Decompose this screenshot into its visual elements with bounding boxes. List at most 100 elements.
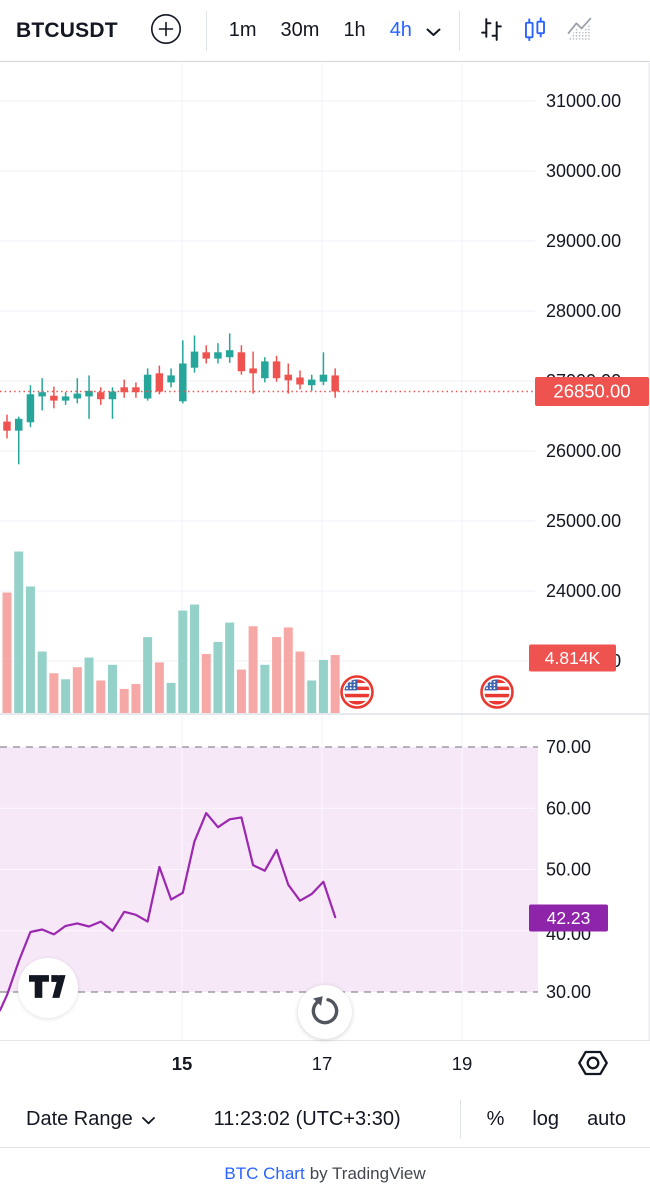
chevron-down-icon	[141, 1108, 155, 1131]
volume-bar	[61, 679, 71, 713]
symbol-title[interactable]: BTCUSDT	[16, 18, 118, 42]
toolbar-divider	[205, 10, 207, 51]
tradingview-logo-button[interactable]	[18, 958, 78, 1018]
chart-type-bars-button[interactable]	[472, 11, 512, 51]
timeframe-30m[interactable]: 30m	[269, 13, 332, 48]
timeframe-4h-active[interactable]: 4h	[378, 13, 424, 48]
candle-body	[143, 374, 152, 399]
hexagon-settings-icon	[574, 1050, 612, 1083]
candle-body	[85, 390, 93, 397]
volume-bar	[131, 684, 141, 713]
volume-bar	[107, 664, 117, 713]
volume-bar	[283, 627, 293, 713]
candle-body	[108, 391, 117, 400]
candle-body	[272, 361, 281, 379]
attribution-footer: BTC Chart by TradingView	[0, 1148, 650, 1200]
volume-bar	[248, 626, 258, 713]
rsi-axis-label: 70.00	[546, 737, 591, 757]
toolbar-divider	[459, 1100, 461, 1138]
volume-bar	[295, 651, 305, 713]
volume-bar	[154, 662, 164, 713]
rsi-axis-label: 50.00	[546, 860, 591, 880]
candle-body	[249, 368, 257, 374]
volume-bar	[190, 604, 200, 713]
rsi-line	[0, 811, 337, 1012]
volume-bar	[25, 586, 35, 713]
time-axis-label: 15	[172, 1053, 193, 1074]
price-axis-label: 30000.00	[546, 161, 621, 181]
us-flag-event-icon[interactable]	[480, 675, 514, 709]
volume-bar	[236, 669, 246, 713]
plus-circle-icon	[150, 13, 182, 48]
candle-body	[296, 377, 304, 385]
volume-bar	[318, 659, 328, 713]
volume-bar	[72, 667, 82, 713]
last-price-label	[535, 377, 649, 406]
price-axis-label: 24000.00	[546, 581, 621, 601]
price-axis-label: 29000.00	[546, 231, 621, 251]
bottom-toolbar: Date Range 11:23:02 (UTC+3:30) % log aut…	[0, 1091, 650, 1148]
us-flag-event-icon[interactable]	[340, 675, 374, 709]
volume-bar	[225, 622, 235, 713]
clock-display: 11:23:02 (UTC+3:30)	[213, 1107, 401, 1130]
auto-scale-button[interactable]: auto	[587, 1107, 626, 1130]
price-axis-label: 31000.00	[546, 91, 621, 111]
time-axis-label: 19	[452, 1053, 473, 1074]
volume-value-label-text: 4.814K	[545, 648, 601, 668]
candle-body	[26, 394, 35, 423]
chart-canvas[interactable]: 31000.0030000.0029000.0028000.0027000.00…	[0, 62, 650, 1091]
candlestick-icon	[522, 16, 549, 46]
candle-body	[50, 395, 58, 401]
compare-add-button[interactable]	[150, 13, 182, 48]
volume-bar	[143, 637, 153, 713]
btc-chart-link[interactable]: BTC Chart	[224, 1164, 305, 1183]
candle-body	[190, 351, 199, 368]
reload-circular-arrow-icon	[308, 994, 342, 1031]
chart-type-candles-button-active[interactable]	[516, 11, 556, 51]
candle-body	[261, 361, 269, 379]
percent-scale-button[interactable]: %	[486, 1107, 505, 1130]
candle-body	[237, 352, 246, 372]
chart-type-area-button[interactable]	[560, 11, 600, 51]
area-chart-icon	[566, 16, 593, 46]
volume-bar	[272, 637, 282, 713]
volume-bar	[330, 655, 340, 713]
candle-body	[132, 387, 140, 393]
chevron-down-icon	[426, 25, 441, 40]
top-toolbar: BTCUSDT 1m 30m 1h 4h	[0, 0, 650, 62]
log-scale-button[interactable]: log	[532, 1107, 560, 1130]
volume-bar	[84, 657, 94, 713]
ohlc-bars-icon	[478, 16, 505, 46]
timeframe-menu-button[interactable]	[426, 25, 441, 40]
reload-button[interactable]	[298, 985, 352, 1039]
rsi-value-label	[529, 904, 608, 932]
volume-bar	[213, 641, 223, 713]
rsi-value-label-text: 42.23	[547, 908, 591, 928]
candle-body	[307, 379, 316, 386]
candle-body	[331, 375, 339, 392]
timeframe-1h[interactable]: 1h	[331, 13, 377, 48]
volume-bar	[178, 610, 188, 713]
pane-settings-button[interactable]	[574, 1046, 612, 1083]
candle-body	[120, 387, 128, 393]
candle-body	[73, 393, 82, 399]
rsi-axis-label: 60.00	[546, 798, 591, 818]
price-axis-label: 25000.00	[546, 511, 621, 531]
volume-bar	[166, 682, 176, 713]
volume-bar	[201, 653, 211, 713]
volume-bar	[307, 680, 317, 713]
time-axis-label: 17	[312, 1053, 333, 1074]
timeframe-1m[interactable]: 1m	[217, 13, 269, 48]
volume-bar	[49, 673, 59, 713]
price-axis-label: 28000.00	[546, 301, 621, 321]
candle-body	[202, 352, 210, 359]
candle-body	[214, 352, 222, 359]
candle-body	[14, 418, 23, 431]
volume-bar	[260, 664, 270, 713]
date-range-label: Date Range	[26, 1107, 133, 1130]
date-range-button[interactable]: Date Range	[26, 1108, 155, 1131]
candle-body	[97, 392, 105, 400]
candle-body	[155, 373, 164, 392]
candle-body	[61, 396, 70, 401]
